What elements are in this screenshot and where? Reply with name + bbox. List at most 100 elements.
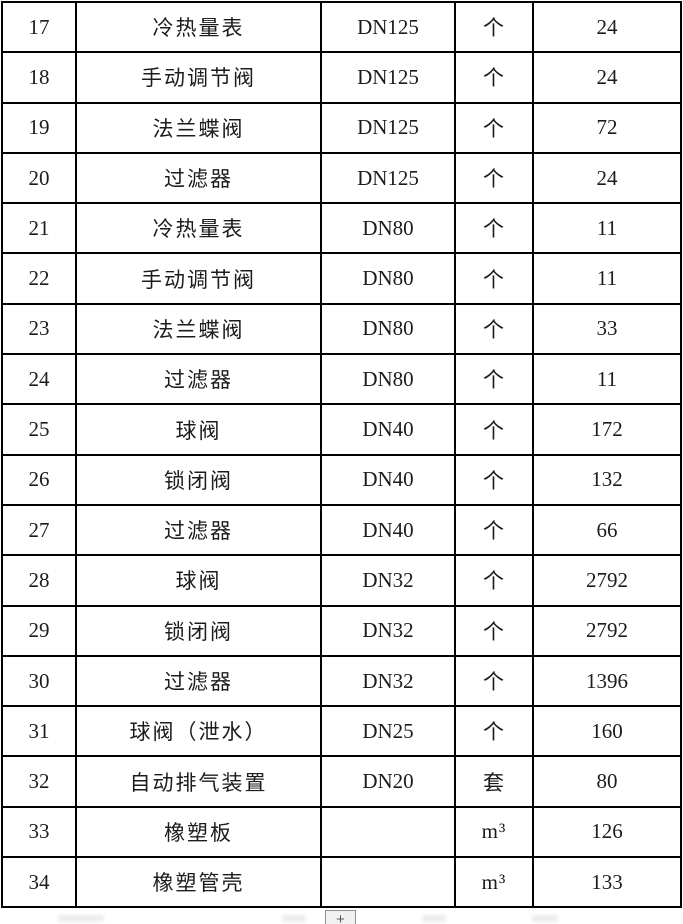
row-number-cell[interactable]: 24 bbox=[1, 353, 77, 406]
quantity-cell[interactable]: 72 bbox=[532, 101, 682, 154]
quantity-cell[interactable]: 11 bbox=[532, 252, 682, 305]
item-name-cell[interactable]: 自动排气装置 bbox=[75, 755, 322, 808]
quantity-cell[interactable]: 24 bbox=[532, 0, 682, 54]
quantity-cell[interactable]: 1396 bbox=[532, 654, 682, 708]
unit-cell[interactable]: 个 bbox=[454, 51, 534, 104]
spec-cell[interactable]: DN40 bbox=[320, 503, 456, 557]
quantity-cell[interactable]: 33 bbox=[532, 302, 682, 356]
table-add-row-button[interactable]: + bbox=[325, 910, 356, 924]
spec-cell[interactable]: DN125 bbox=[320, 0, 456, 54]
row-number-cell[interactable]: 27 bbox=[1, 503, 77, 557]
spec-cell[interactable]: DN125 bbox=[320, 101, 456, 154]
spec-cell[interactable]: DN25 bbox=[320, 705, 456, 758]
unit-cell[interactable]: 个 bbox=[454, 453, 534, 506]
row-number-cell[interactable]: 30 bbox=[1, 654, 77, 708]
spec-cell[interactable]: DN32 bbox=[320, 554, 456, 607]
spec-cell[interactable] bbox=[320, 856, 456, 909]
item-name-cell[interactable]: 手动调节阀 bbox=[75, 51, 322, 104]
item-name-cell[interactable]: 球阀 bbox=[75, 403, 322, 456]
unit-cell[interactable]: 个 bbox=[454, 151, 534, 205]
row-number-cell[interactable]: 23 bbox=[1, 302, 77, 356]
row-number-cell[interactable]: 32 bbox=[1, 755, 77, 808]
row-number-cell[interactable]: 25 bbox=[1, 403, 77, 456]
row-number-cell[interactable]: 22 bbox=[1, 252, 77, 305]
quantity-cell[interactable]: 80 bbox=[532, 755, 682, 808]
item-name-cell[interactable]: 过滤器 bbox=[75, 353, 322, 406]
table-row: 25 球阀 DN40 个 172 bbox=[1, 403, 682, 456]
unit-cell[interactable]: 个 bbox=[454, 604, 534, 657]
spec-cell[interactable]: DN125 bbox=[320, 51, 456, 104]
unit-cell[interactable]: 个 bbox=[454, 0, 534, 54]
row-number-cell[interactable]: 17 bbox=[1, 0, 77, 54]
item-name-cell[interactable]: 过滤器 bbox=[75, 151, 322, 205]
row-number-cell[interactable]: 28 bbox=[1, 554, 77, 607]
unit-cell[interactable]: 个 bbox=[454, 252, 534, 305]
unit-cell[interactable]: 个 bbox=[454, 353, 534, 406]
item-name-cell[interactable]: 手动调节阀 bbox=[75, 252, 322, 305]
item-name-cell[interactable]: 锁闭阀 bbox=[75, 453, 322, 506]
quantity-cell[interactable]: 24 bbox=[532, 151, 682, 205]
unit-cell[interactable]: 个 bbox=[454, 503, 534, 557]
page-bleed-artifact bbox=[58, 915, 104, 922]
item-name-cell[interactable]: 过滤器 bbox=[75, 654, 322, 708]
table-row: 21 冷热量表 DN80 个 11 bbox=[1, 202, 682, 255]
unit-cell[interactable]: 个 bbox=[454, 705, 534, 758]
spec-cell[interactable]: DN80 bbox=[320, 202, 456, 255]
quantity-cell[interactable]: 2792 bbox=[532, 554, 682, 607]
spec-cell[interactable]: DN40 bbox=[320, 403, 456, 456]
quantity-cell[interactable]: 126 bbox=[532, 805, 682, 859]
row-number-cell[interactable]: 33 bbox=[1, 805, 77, 859]
spec-cell[interactable]: DN20 bbox=[320, 755, 456, 808]
quantity-cell[interactable]: 11 bbox=[532, 202, 682, 255]
unit-cell[interactable]: 个 bbox=[454, 202, 534, 255]
quantity-cell[interactable]: 172 bbox=[532, 403, 682, 456]
spec-cell[interactable]: DN32 bbox=[320, 654, 456, 708]
row-number-cell[interactable]: 31 bbox=[1, 705, 77, 758]
item-name-cell[interactable]: 冷热量表 bbox=[75, 202, 322, 255]
quantity-cell[interactable]: 160 bbox=[532, 705, 682, 758]
unit-cell[interactable]: m³ bbox=[454, 805, 534, 859]
table-row: 27 过滤器 DN40 个 66 bbox=[1, 503, 682, 557]
spec-cell[interactable]: DN32 bbox=[320, 604, 456, 657]
item-name-cell[interactable]: 冷热量表 bbox=[75, 0, 322, 54]
item-name-cell[interactable]: 球阀（泄水） bbox=[75, 705, 322, 758]
table-row: 22 手动调节阀 DN80 个 11 bbox=[1, 252, 682, 305]
quantity-cell[interactable]: 11 bbox=[532, 353, 682, 406]
item-name-cell[interactable]: 过滤器 bbox=[75, 503, 322, 557]
unit-cell[interactable]: m³ bbox=[454, 856, 534, 909]
row-number-cell[interactable]: 34 bbox=[1, 856, 77, 909]
quantity-cell[interactable]: 133 bbox=[532, 856, 682, 909]
spec-cell[interactable]: DN80 bbox=[320, 353, 456, 406]
quantity-cell[interactable]: 2792 bbox=[532, 604, 682, 657]
item-name-cell[interactable]: 法兰蝶阀 bbox=[75, 101, 322, 154]
table-row: 29 锁闭阀 DN32 个 2792 bbox=[1, 604, 682, 657]
quantity-cell[interactable]: 66 bbox=[532, 503, 682, 557]
unit-cell[interactable]: 套 bbox=[454, 755, 534, 808]
unit-cell[interactable]: 个 bbox=[454, 101, 534, 154]
quantity-cell[interactable]: 132 bbox=[532, 453, 682, 506]
spec-cell[interactable] bbox=[320, 805, 456, 859]
item-name-cell[interactable]: 法兰蝶阀 bbox=[75, 302, 322, 356]
row-number-cell[interactable]: 19 bbox=[1, 101, 77, 154]
row-number-cell[interactable]: 26 bbox=[1, 453, 77, 506]
quantity-cell[interactable]: 24 bbox=[532, 51, 682, 104]
item-name-cell[interactable]: 橡塑管壳 bbox=[75, 856, 322, 909]
spec-cell[interactable]: DN80 bbox=[320, 252, 456, 305]
row-number-cell[interactable]: 29 bbox=[1, 604, 77, 657]
unit-cell[interactable]: 个 bbox=[454, 403, 534, 456]
item-name-cell[interactable]: 球阀 bbox=[75, 554, 322, 607]
page-bleed-artifact bbox=[532, 915, 558, 922]
row-number-cell[interactable]: 18 bbox=[1, 51, 77, 104]
item-name-cell[interactable]: 锁闭阀 bbox=[75, 604, 322, 657]
row-number-cell[interactable]: 21 bbox=[1, 202, 77, 255]
unit-cell[interactable]: 个 bbox=[454, 554, 534, 607]
table-row: 23 法兰蝶阀 DN80 个 33 bbox=[1, 302, 682, 356]
item-name-cell[interactable]: 橡塑板 bbox=[75, 805, 322, 859]
spec-cell[interactable]: DN125 bbox=[320, 151, 456, 205]
spec-cell[interactable]: DN40 bbox=[320, 453, 456, 506]
spec-cell[interactable]: DN80 bbox=[320, 302, 456, 356]
table-row: 19 法兰蝶阀 DN125 个 72 bbox=[1, 101, 682, 154]
row-number-cell[interactable]: 20 bbox=[1, 151, 77, 205]
unit-cell[interactable]: 个 bbox=[454, 302, 534, 356]
unit-cell[interactable]: 个 bbox=[454, 654, 534, 708]
